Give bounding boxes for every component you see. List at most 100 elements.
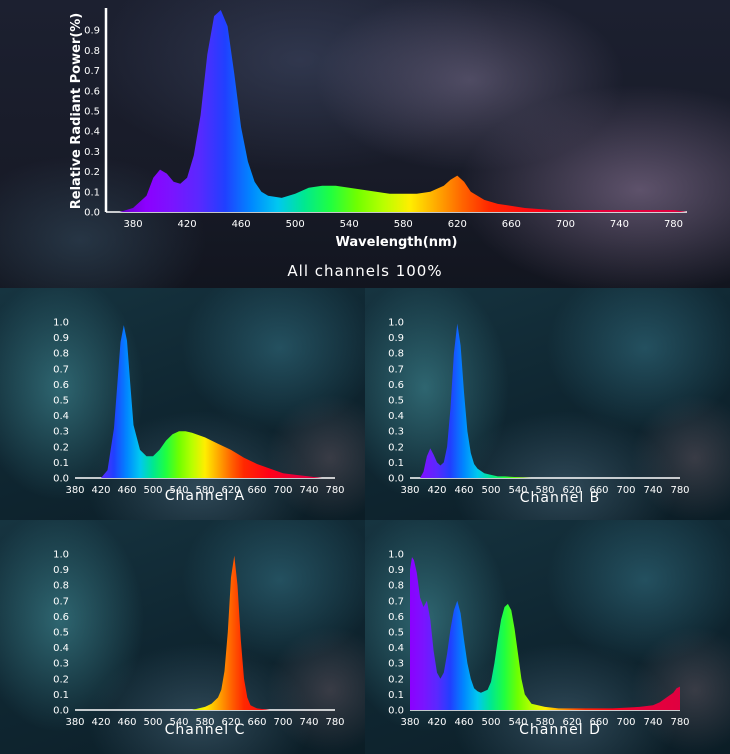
spectrum-area-channel-a [75,325,335,478]
x-tick-label: 740 [643,485,662,496]
y-tick-label: 0.2 [388,442,404,453]
y-tick-label: 0.6 [84,86,100,97]
y-tick-label: 0.9 [388,333,404,344]
y-tick-label: 0.3 [84,147,100,158]
coral-background [0,288,365,520]
y-tick-label: 0.6 [388,612,404,623]
x-tick-label: 660 [247,485,266,496]
x-tick-label: 660 [589,717,608,728]
y-tick-label: 0.5 [84,107,100,118]
y-tick-label: 0.4 [53,643,69,654]
y-tick-label: 0.6 [53,380,69,391]
chart-panel-all-channels: 0.0 0.1 0.2 0.3 0.4 0.5 0.6 0.7 0.8 0.9 380 420 460 5… [0,0,730,288]
x-tick-label: 620 [448,219,467,230]
x-tick-label: 660 [247,717,266,728]
y-tick-label: 0.5 [388,396,404,407]
x-tick-label: 620 [221,485,240,496]
coral-background [365,288,730,520]
y-tick-label: 0.4 [84,127,100,138]
x-tick-label: 780 [670,717,689,728]
y-tick-label: 0.1 [84,187,100,198]
x-tick-label: 540 [508,717,527,728]
y-tick-label: 0.3 [53,427,69,438]
x-tick-label: 660 [502,219,521,230]
chart-caption-channel-c: Channel C [164,722,246,738]
x-tick-label: 380 [400,485,419,496]
x-tick-label: 420 [178,219,197,230]
chart-caption-channel-b: Channel B [519,490,601,506]
x-tick-label: 780 [664,219,683,230]
y-tick-label: 1.0 [53,318,69,329]
x-tick-label: 420 [427,485,446,496]
spectrum-area-channel-c [75,555,335,710]
chart-panel-channel-b: 0.0 0.1 0.2 0.3 0.4 0.5 0.6 0.7 0.8 0.9 1.0 380 420 4… [365,288,730,520]
y-tick-label: 0.7 [84,66,100,77]
x-tick-label: 460 [117,717,136,728]
x-tick-label: 740 [610,219,629,230]
x-tick-label: 380 [123,219,142,230]
x-tick-label: 380 [400,717,419,728]
x-tick-label: 580 [535,485,554,496]
x-tick-label: 580 [394,219,413,230]
y-tick-label: 0.4 [53,411,69,422]
x-tick-label: 380 [65,485,84,496]
y-tick-label: 0.9 [84,26,100,37]
x-axis-title: Wavelength(nm) [336,235,458,250]
x-tick-label: 500 [143,717,162,728]
chart-panel-channel-d: 0.0 0.1 0.2 0.3 0.4 0.5 0.6 0.7 0.8 0.9 1.0 380 420 4… [365,520,730,754]
x-tick-label: 700 [273,485,292,496]
y-tick-label: 0.8 [84,46,100,57]
spectrum-chart-channel-c: 0.0 0.1 0.2 0.3 0.4 0.5 0.6 0.7 0.8 0.9 1.0 380 420 4… [53,550,344,729]
y-tick-label: 0.0 [53,706,69,717]
y-tick-label: 0.0 [84,208,100,219]
x-tick-label: 700 [616,717,635,728]
y-tick-label: 0.8 [53,581,69,592]
y-tick-label: 0.5 [53,628,69,639]
x-tick-label: 540 [340,219,359,230]
y-tick-label: 0.2 [84,167,100,178]
y-tick-label: 0.9 [53,333,69,344]
y-tick-label: 0.1 [53,458,69,469]
coral-background [0,520,365,754]
y-tick-label: 0.7 [388,364,404,375]
y-tick-label: 0.7 [53,364,69,375]
spectrum-chart-channel-d: 0.0 0.1 0.2 0.3 0.4 0.5 0.6 0.7 0.8 0.9 1.0 380 420 4… [388,550,689,729]
y-axis-title: Relative Radiant Power(%) [69,13,84,209]
y-tick-label: 0.8 [388,349,404,360]
x-tick-label: 580 [535,717,554,728]
x-tick-label: 460 [117,485,136,496]
x-tick-label: 420 [91,717,110,728]
chart-caption-channel-d: Channel D [519,722,601,738]
x-tick-label: 740 [643,717,662,728]
chart-panel-channel-a: 0.0 0.1 0.2 0.3 0.4 0.5 0.6 0.7 0.8 0.9 1.0 380 420 4… [0,288,365,520]
y-tick-label: 0.5 [388,628,404,639]
x-tick-label: 740 [299,717,318,728]
y-tick-label: 0.1 [388,690,404,701]
x-tick-label: 700 [616,485,635,496]
x-tick-label: 620 [221,717,240,728]
spectrum-chart-all-channels: 0.0 0.1 0.2 0.3 0.4 0.5 0.6 0.7 0.8 0.9 380 420 460 5… [69,8,687,250]
x-tick-label: 700 [556,219,575,230]
x-tick-label: 580 [195,485,214,496]
y-tick-label: 0.7 [53,596,69,607]
y-tick-label: 0.4 [388,411,404,422]
spectrum-chart-channel-a: 0.0 0.1 0.2 0.3 0.4 0.5 0.6 0.7 0.8 0.9 1.0 380 420 4… [53,318,344,497]
x-tick-label: 540 [169,485,188,496]
y-tick-label: 0.0 [388,474,404,485]
y-tick-label: 0.3 [388,427,404,438]
y-tick-label: 0.2 [53,674,69,685]
y-tick-label: 0.6 [388,380,404,391]
x-tick-label: 580 [195,717,214,728]
y-tick-label: 0.1 [53,690,69,701]
spectrum-chart-channel-b: 0.0 0.1 0.2 0.3 0.4 0.5 0.6 0.7 0.8 0.9 1.0 380 420 4… [388,318,689,497]
y-tick-label: 0.7 [388,596,404,607]
x-tick-label: 700 [273,717,292,728]
chart-caption-channel-a: Channel A [164,488,246,504]
y-tick-label: 0.9 [388,565,404,576]
y-tick-label: 0.3 [388,659,404,670]
x-tick-label: 620 [562,717,581,728]
y-tick-label: 0.2 [388,674,404,685]
coral-background [0,0,730,288]
x-tick-label: 500 [481,717,500,728]
spectrum-area-channel-b [410,323,680,478]
